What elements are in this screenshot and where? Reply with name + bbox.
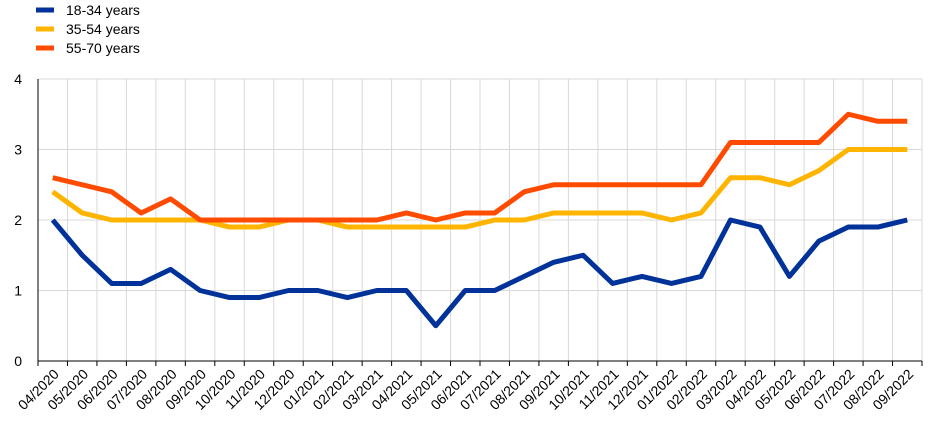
axes <box>37 79 923 366</box>
series-line-2 <box>52 111 908 223</box>
legend: 18-34 years 35-54 years 55-70 years <box>36 2 140 56</box>
legend-label-0: 18-34 years <box>66 2 140 18</box>
legend-label-1: 35-54 years <box>66 21 140 37</box>
grid <box>37 78 923 362</box>
series-line-0 <box>50 217 908 329</box>
legend-label-2: 55-70 years <box>66 40 140 56</box>
y-tick-label: 4 <box>14 71 22 87</box>
y-tick-label: 2 <box>14 212 22 228</box>
y-tick-label: 3 <box>14 142 22 158</box>
y-tick-label: 0 <box>14 353 22 369</box>
y-tick-labels: 0 1 2 3 4 <box>14 71 22 369</box>
y-tick-label: 1 <box>14 283 22 299</box>
series-line-1 <box>51 147 908 230</box>
x-tick-labels: 04/202005/202006/202007/202008/202009/20… <box>15 366 917 413</box>
series-lines <box>50 111 908 329</box>
